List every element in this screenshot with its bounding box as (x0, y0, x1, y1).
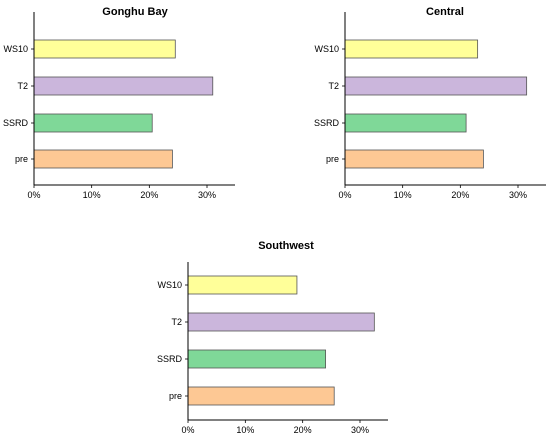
y-tick-label-gonghu-bay-t2: T2 (17, 81, 28, 91)
y-tick-label-central-pre: pre (326, 154, 339, 164)
bar-gonghu-bay-ws10 (33, 39, 176, 59)
x-tick-label-gonghu-bay-10: 10% (83, 190, 101, 200)
y-tick-label-central-t2: T2 (328, 81, 339, 91)
x-tick-label-central-10: 10% (394, 190, 412, 200)
bar-southwest-pre (187, 386, 335, 406)
y-tick-label-gonghu-bay-ws10: WS10 (3, 44, 28, 54)
chart-title-central: Central (426, 6, 464, 18)
chart-title-gonghu-bay: Gonghu Bay (102, 6, 168, 18)
y-tick-label-southwest-ws10: WS10 (157, 280, 182, 290)
bar-central-ssrd (344, 113, 467, 133)
x-tick-label-central-0: 0% (338, 190, 351, 200)
bar-southwest-ws10 (187, 275, 298, 295)
x-tick-label-southwest-20: 20% (294, 425, 312, 435)
x-tick-label-southwest-10: 10% (236, 425, 254, 435)
x-tick-label-gonghu-bay-0: 0% (27, 190, 40, 200)
chart-title-southwest: Southwest (258, 240, 314, 252)
y-tick-label-central-ws10: WS10 (314, 44, 339, 54)
y-tick-label-southwest-t2: T2 (171, 317, 182, 327)
x-tick-label-southwest-0: 0% (181, 425, 194, 435)
bar-central-ws10 (344, 39, 479, 59)
x-tick-label-gonghu-bay-20: 20% (140, 190, 158, 200)
bar-gonghu-bay-ssrd (33, 113, 153, 133)
y-tick-label-central-ssrd: SSRD (314, 118, 340, 128)
y-tick-label-gonghu-bay-pre: pre (15, 154, 28, 164)
bar-gonghu-bay-pre (33, 149, 173, 169)
bar-central-pre (344, 149, 484, 169)
y-tick-label-gonghu-bay-ssrd: SSRD (3, 118, 29, 128)
bar-southwest-ssrd (187, 349, 327, 369)
y-tick-label-southwest-ssrd: SSRD (157, 354, 183, 364)
bar-gonghu-bay-t2 (33, 76, 214, 96)
bar-central-t2 (344, 76, 528, 96)
bar-southwest-t2 (187, 312, 375, 332)
x-tick-label-gonghu-bay-30: 30% (198, 190, 216, 200)
x-tick-label-central-30: 30% (509, 190, 527, 200)
x-tick-label-southwest-30: 30% (351, 425, 369, 435)
x-tick-label-central-20: 20% (451, 190, 469, 200)
y-tick-label-southwest-pre: pre (169, 391, 182, 401)
